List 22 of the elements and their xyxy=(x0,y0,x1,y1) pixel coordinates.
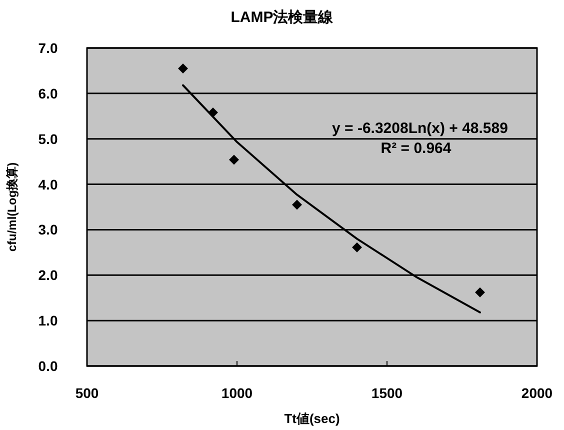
point xyxy=(292,200,302,210)
y-tick-label: 3.0 xyxy=(38,222,58,238)
x-tick-label: 2000 xyxy=(521,385,553,401)
annotation: y = -6.3208Ln(x) + 48.589 xyxy=(332,120,508,137)
y-tick-label: 7.0 xyxy=(38,40,58,56)
x-tick-label: 500 xyxy=(75,385,99,401)
x-axis-title: Tt値(sec) xyxy=(284,411,340,426)
point xyxy=(178,63,188,74)
x-tick-label: 1000 xyxy=(221,385,253,401)
y-tick-label: 0.0 xyxy=(38,358,58,374)
point xyxy=(475,287,485,298)
y-axis-title: cfu/ml(Log換算) xyxy=(5,162,19,252)
annotation: R² = 0.964 xyxy=(380,140,452,157)
point xyxy=(229,154,239,165)
chart-title: LAMP法検量線 xyxy=(230,9,334,26)
point xyxy=(352,242,362,252)
y-tick-label: 4.0 xyxy=(38,176,58,192)
y-tick-label: 2.0 xyxy=(38,267,58,284)
y-tick-label: 1.0 xyxy=(38,312,58,329)
x-tick-label: 1500 xyxy=(371,385,403,401)
y-tick-label: 5.0 xyxy=(38,130,58,147)
y-tick-label: 6.0 xyxy=(38,85,58,102)
